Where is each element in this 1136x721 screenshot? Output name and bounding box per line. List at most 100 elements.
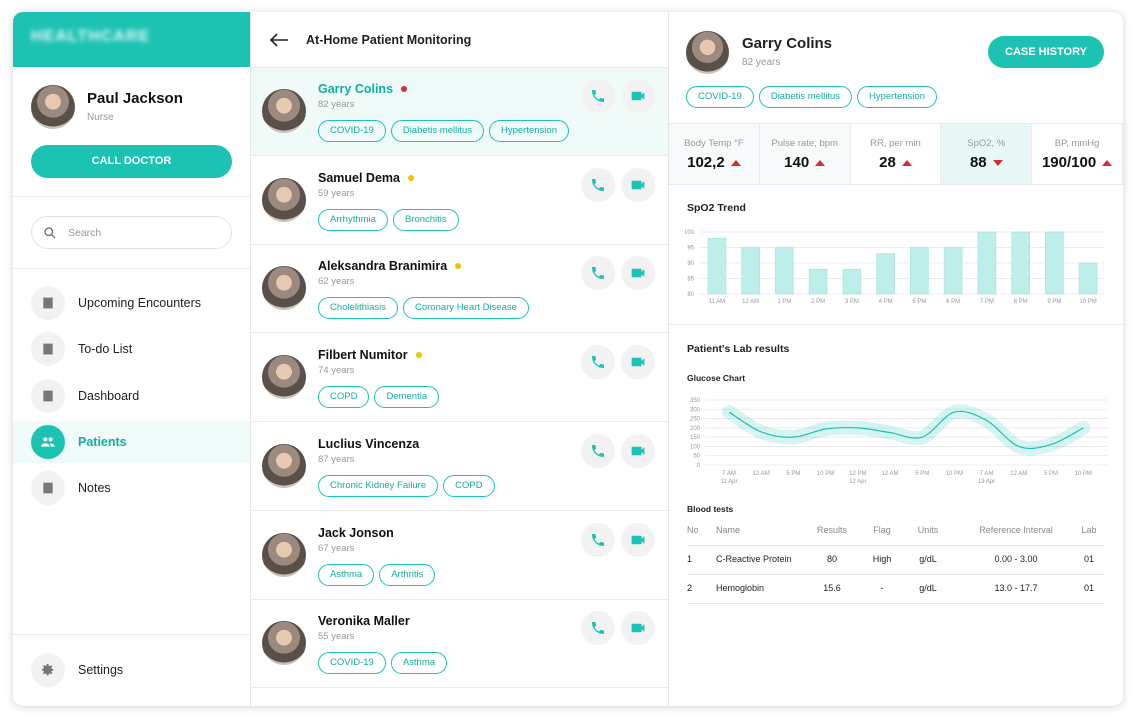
icon-shape [44, 227, 56, 239]
phone-icon [592, 444, 604, 457]
trend-arrow [901, 159, 912, 166]
search-icon-wrap [42, 225, 58, 241]
nav-label: Dashboard [78, 388, 140, 403]
tag: Arthritis [379, 563, 436, 586]
vital-cell[interactable]: BP, mmHg 190/100 [1032, 124, 1123, 184]
table-cell: 01 [1083, 554, 1094, 564]
patient-row[interactable]: Jack Jonson 67 years Asthma Arthritis [251, 512, 668, 600]
divider [13, 634, 250, 635]
video-button[interactable] [621, 611, 655, 646]
call-button[interactable] [581, 611, 615, 646]
video-icon [631, 535, 645, 544]
patient-row[interactable]: Filbert Numitor 74 years COPD Dementia [251, 334, 668, 423]
nav-item[interactable]: Notes [31, 471, 231, 505]
call-button[interactable] [581, 167, 615, 202]
tag-row: Asthma Arthritis [318, 563, 436, 586]
patient-name: Veronika Maller [318, 614, 410, 629]
vital-cell[interactable]: SpO2, % 88 [941, 124, 1033, 184]
video-button[interactable] [621, 345, 655, 380]
table-cell: 01 [1083, 583, 1094, 593]
call-button[interactable] [581, 345, 615, 380]
divider [669, 123, 1123, 124]
video-button[interactable] [621, 167, 655, 202]
table-header: Reference Interval [979, 525, 1053, 535]
tag: Hypertension [857, 86, 937, 108]
table-cell: 80 [826, 554, 837, 564]
table-cell: High [872, 554, 892, 564]
call-button[interactable] [581, 522, 615, 557]
patient-age: 74 years [318, 365, 355, 377]
vital-cell[interactable]: Body Temp °F 102,2 [669, 124, 760, 184]
tag: Cholelithiasis [318, 297, 398, 320]
avatar [262, 355, 306, 400]
vital-cell[interactable]: RR, per min 28 [850, 124, 942, 184]
search-box[interactable]: Search [31, 216, 232, 249]
call-doctor-button[interactable]: CALL DOCTOR [31, 145, 232, 178]
name-line: Veronika Maller [318, 614, 410, 628]
icon-shape [592, 356, 604, 369]
nav-item[interactable]: Upcoming Encounters [31, 286, 231, 320]
glyph-icon [43, 297, 53, 309]
tag-row: Arrhythmia Bronchitis [318, 208, 459, 231]
icon-shape [631, 446, 645, 456]
gear-icon [42, 664, 54, 676]
tag: COVID-19 [686, 86, 754, 108]
name-line: Aleksandra Branimira [318, 259, 462, 273]
vital-label: SpO2, % [967, 138, 1006, 149]
glyph-icon [43, 343, 53, 355]
vital-value-line: 28 [851, 154, 941, 171]
video-button[interactable] [621, 433, 655, 468]
name-line: Samuel Dema [318, 171, 414, 185]
detail-age: 82 years [742, 57, 781, 68]
call-button[interactable] [581, 433, 615, 468]
sidebar-header [13, 12, 250, 67]
case-history-button[interactable]: CASE HISTORY [988, 36, 1104, 68]
tag: Coronary Heart Disease [402, 297, 529, 320]
patient-row[interactable]: Garry Colins 82 years COVID-19 Diabetis mel… [251, 68, 668, 156]
phone-icon [592, 356, 604, 369]
divider [668, 12, 669, 706]
tag: Asthma [390, 652, 448, 675]
settings-item[interactable]: Settings [31, 653, 231, 687]
table-cell: C-Reactive Protein [716, 554, 792, 564]
call-button[interactable] [581, 256, 615, 291]
table-cell: 0.00 - 3.00 [994, 554, 1038, 564]
tag-row: Cholelithiasis Coronary Heart Disease [318, 297, 529, 320]
nav-label: To-do List [78, 342, 133, 357]
patient-row[interactable]: Luclius Vincenza 87 years Chronic Kidney F… [251, 423, 668, 511]
patient-age: 87 years [318, 453, 355, 465]
user-name: Paul Jackson [87, 90, 183, 107]
back-button[interactable] [268, 30, 290, 50]
patient-row[interactable]: Veronika Maller 55 years COVID-19 Asthma [251, 600, 668, 689]
nav-item[interactable]: Dashboard [31, 378, 231, 413]
call-button[interactable] [581, 79, 615, 113]
tag: COVID-19 [318, 652, 386, 675]
video-icon [631, 269, 645, 278]
tag: COPD [443, 474, 495, 497]
nav-icon [31, 653, 65, 687]
status-dot [401, 86, 408, 92]
icon-shape [43, 297, 53, 309]
patient-age: 59 years [318, 187, 355, 199]
video-button[interactable] [621, 79, 655, 113]
nav-icon [31, 286, 65, 320]
trend-arrow [992, 159, 1003, 166]
patient-row[interactable]: Aleksandra Branimira 62 years Cholelithias… [251, 245, 668, 334]
brand: HEALTHCARE [31, 28, 151, 45]
glyph-icon [43, 482, 53, 494]
video-button[interactable] [621, 522, 655, 557]
tag: Chronic Kidney Failure [318, 474, 439, 497]
divider [669, 324, 1123, 325]
table-rule [687, 603, 1105, 604]
patient-row[interactable]: Samuel Dema 59 years Arrhythmia Bronchitis [251, 157, 668, 245]
status-dot [455, 263, 462, 270]
vital-cell[interactable]: Pulse rate, bpm 140 [759, 124, 851, 184]
divider [251, 67, 668, 68]
nav-item[interactable]: Patients [31, 424, 231, 459]
icon-shape [631, 535, 645, 544]
video-button[interactable] [621, 256, 655, 291]
patient-age: 62 years [318, 276, 355, 288]
nav-item[interactable]: To-do List [31, 332, 231, 367]
avatar [262, 532, 306, 577]
list-title: At-Home Patient Monitoring [306, 33, 472, 47]
